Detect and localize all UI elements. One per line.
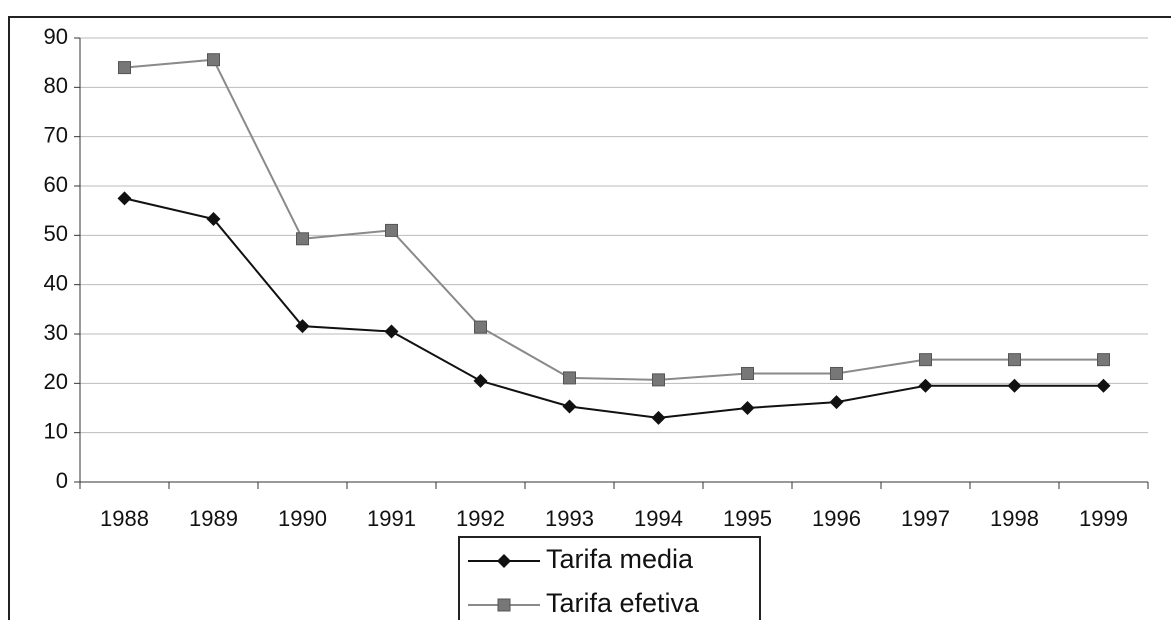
chart-frame <box>8 16 1171 620</box>
x-tick-label: 1997 <box>901 506 950 531</box>
marker <box>1007 378 1022 393</box>
y-tick-label: 70 <box>44 122 68 147</box>
y-tick-label: 80 <box>44 73 68 98</box>
x-tick-label: 1999 <box>1079 506 1128 531</box>
legend: Tarifa media Tarifa efetiva <box>458 536 761 620</box>
marker <box>207 53 220 67</box>
marker <box>651 410 666 425</box>
x-tick-label: 1989 <box>189 506 238 531</box>
marker <box>830 366 843 380</box>
series-line <box>124 197 1104 419</box>
y-tick-label: 20 <box>44 369 68 394</box>
y-tick-label: 40 <box>44 270 68 295</box>
marker <box>829 395 844 410</box>
marker <box>497 554 511 568</box>
x-tick-label: 1988 <box>100 506 149 531</box>
marker <box>919 353 932 367</box>
marker <box>741 366 754 380</box>
marker <box>562 399 577 414</box>
marker <box>1096 378 1111 393</box>
marker <box>918 378 933 393</box>
marker <box>384 324 399 339</box>
x-tick-label: 1991 <box>367 506 416 531</box>
legend-label: Tarifa media <box>546 544 694 574</box>
marker <box>206 212 221 227</box>
marker <box>474 320 487 334</box>
x-tick-label: 1992 <box>456 506 505 531</box>
x-tick-label: 1994 <box>634 506 683 531</box>
y-tick-label: 90 <box>44 24 68 49</box>
y-tick-label: 30 <box>44 320 68 345</box>
marker <box>385 223 398 237</box>
marker <box>497 598 511 612</box>
marker <box>296 232 309 246</box>
x-tick-label: 1996 <box>812 506 861 531</box>
marker <box>1097 353 1110 367</box>
x-tick-label: 1990 <box>278 506 327 531</box>
marker <box>652 373 665 387</box>
marker <box>295 319 310 334</box>
x-tick-label: 1995 <box>723 506 772 531</box>
legend-label: Tarifa efetiva <box>546 588 700 618</box>
marker <box>473 373 488 388</box>
marker <box>563 371 576 385</box>
y-tick-label: 50 <box>44 221 68 246</box>
marker <box>1008 353 1021 367</box>
y-tick-label: 0 <box>56 468 68 493</box>
x-tick-label: 1998 <box>990 506 1039 531</box>
y-tick-label: 60 <box>44 172 68 197</box>
series-line <box>124 58 1104 381</box>
marker <box>740 401 755 415</box>
marker <box>118 61 131 75</box>
marker <box>117 191 132 206</box>
x-tick-label: 1993 <box>545 506 594 531</box>
y-tick-label: 10 <box>44 418 68 443</box>
